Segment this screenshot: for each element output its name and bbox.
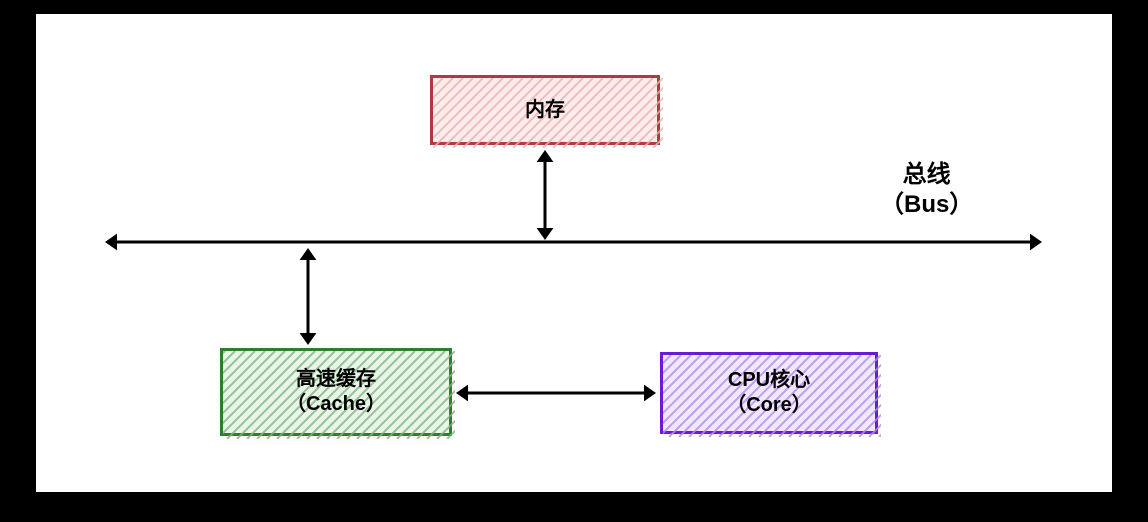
node-cache-label: 高速缓存 （Cache） xyxy=(286,367,386,417)
bus-label: 总线 （Bus） xyxy=(880,160,973,220)
node-core-label: CPU核心 （Core） xyxy=(726,368,812,418)
node-cache: 高速缓存 （Cache） xyxy=(220,348,452,436)
node-memory: 内存 xyxy=(430,75,660,145)
node-memory-label: 内存 xyxy=(525,98,565,123)
node-core: CPU核心 （Core） xyxy=(660,352,878,434)
